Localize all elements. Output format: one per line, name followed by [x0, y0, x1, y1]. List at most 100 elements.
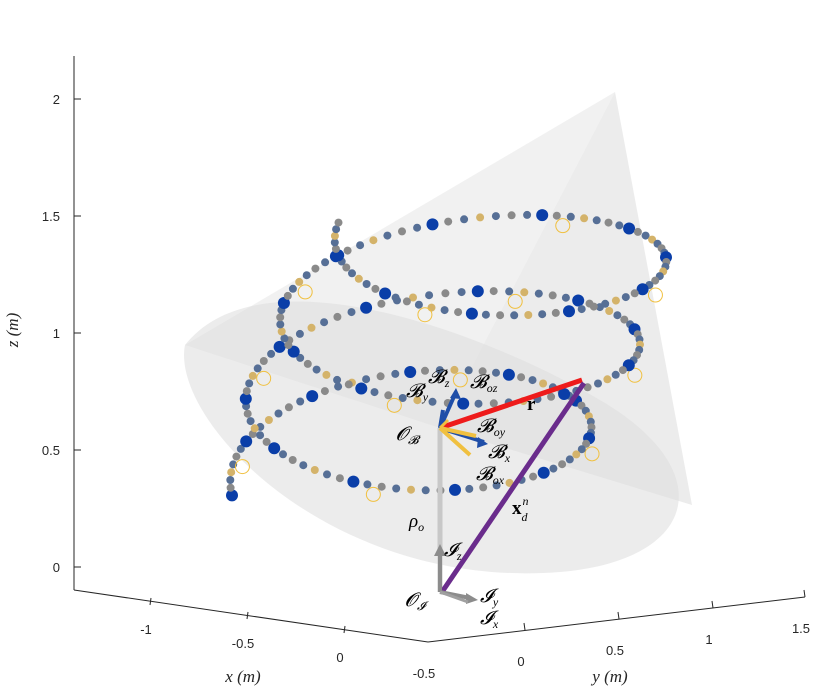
trajectory-point [454, 308, 463, 317]
trajectory-point [320, 387, 329, 396]
trajectory-point [284, 341, 293, 350]
trajectory-point [379, 287, 392, 300]
trajectory-point [409, 293, 417, 302]
trajectory-point [277, 297, 290, 309]
trajectory-point [383, 231, 392, 240]
trajectory-point [413, 223, 422, 232]
trajectory-point [460, 215, 469, 224]
trajectory-point [356, 241, 365, 250]
trajectory-point [421, 486, 430, 495]
trajectory-point [611, 370, 620, 379]
y-tick-mark [617, 611, 620, 620]
trajectory-point [413, 396, 422, 405]
label-Boz: 𝓑oz [470, 372, 498, 395]
trajectory-point [450, 365, 459, 374]
trajectory-point [243, 409, 252, 418]
trajectory-point [421, 366, 429, 375]
y-tick-label: -0.5 [413, 666, 435, 681]
trajectory-point [240, 435, 253, 448]
trajectory-point [248, 371, 257, 380]
trajectory-point [539, 379, 548, 388]
trajectory-point [561, 293, 570, 302]
r-vector [439, 377, 583, 431]
z-tick-label: 1 [53, 326, 60, 341]
trajectory-point [601, 299, 610, 308]
trajectory-point [391, 293, 400, 302]
trajectory-point [355, 382, 368, 395]
z-tick-label: 1.5 [42, 209, 60, 224]
trajectory-point [425, 291, 434, 300]
y-tick-label: 0.5 [606, 643, 624, 658]
trajectory-point [277, 327, 286, 336]
trajectory-point [549, 464, 558, 473]
trajectory-point [404, 366, 417, 378]
trajectory-point [268, 442, 281, 455]
reference-ring [417, 307, 433, 323]
trajectory-point [227, 468, 236, 477]
Bx-arrow-head [477, 437, 488, 448]
trajectory-point [566, 212, 575, 221]
trajectory-point [407, 485, 415, 494]
trajectory-point [449, 483, 461, 496]
trajectory-point [621, 293, 630, 302]
trajectory-point [605, 307, 614, 315]
label-Ix: 𝓘x [480, 608, 499, 631]
trajectory-point [604, 218, 613, 227]
reference-ring [365, 486, 381, 502]
trajectory-point [274, 409, 283, 418]
y-tick-mark [803, 589, 806, 598]
trajectory-point [342, 263, 351, 272]
trajectory-point [457, 397, 470, 410]
y-tick-label: 1 [705, 632, 712, 647]
trajectory-point [347, 475, 360, 488]
trajectory-point [471, 285, 484, 298]
trajectory-point [334, 218, 343, 227]
trajectory-point [510, 311, 519, 320]
reference-ring [647, 287, 663, 303]
trajectory-point [505, 287, 514, 296]
trajectory-point [287, 345, 300, 358]
trajectory-point [615, 221, 624, 230]
trajectory-point [360, 301, 373, 314]
trajectory-point [312, 365, 321, 374]
trajectory-point [370, 388, 379, 397]
trajectory-point [288, 456, 297, 464]
trajectory-point [344, 380, 353, 389]
Bz-arrow-head [450, 388, 461, 399]
trajectory-point [303, 359, 312, 368]
label-Bz: 𝓑z [428, 367, 450, 390]
trajectory-point [465, 484, 474, 493]
trajectory-point [496, 311, 505, 320]
trajectory-point [414, 300, 423, 309]
Iy-arrow-head [466, 593, 478, 604]
trajectory-point [323, 470, 331, 479]
x-tick-mark [149, 597, 152, 606]
trajectory-point [641, 231, 650, 240]
y-tick-mark [523, 622, 526, 631]
label-rho: ρo [408, 511, 424, 534]
trajectory-point [548, 291, 557, 300]
reference-ring [297, 284, 313, 300]
y-ticks: -0.5 0 0.5 1 1.5 [413, 589, 810, 681]
trajectory-point [620, 315, 629, 324]
trajectory-point [363, 480, 372, 489]
trajectory-point [302, 271, 311, 280]
trajectory-point [276, 320, 285, 329]
trajectory-point [611, 296, 620, 305]
y-axis-label: y (m) [590, 667, 628, 686]
trajectory-point [524, 311, 533, 319]
trajectory-point [547, 392, 556, 401]
trajectory-point [623, 222, 636, 235]
trajectory-point [479, 483, 488, 492]
reference-ring [507, 293, 523, 309]
trajectory-point [331, 244, 340, 253]
trajectory-point [457, 288, 466, 297]
trajectory-point [583, 383, 592, 392]
trajectory-point [306, 390, 319, 403]
trajectory-point [242, 387, 251, 396]
trajectory-point [476, 213, 485, 222]
trajectory-point [441, 289, 450, 298]
trajectory-point [565, 455, 574, 464]
reference-ring [386, 397, 402, 413]
trajectory-point [296, 397, 305, 406]
